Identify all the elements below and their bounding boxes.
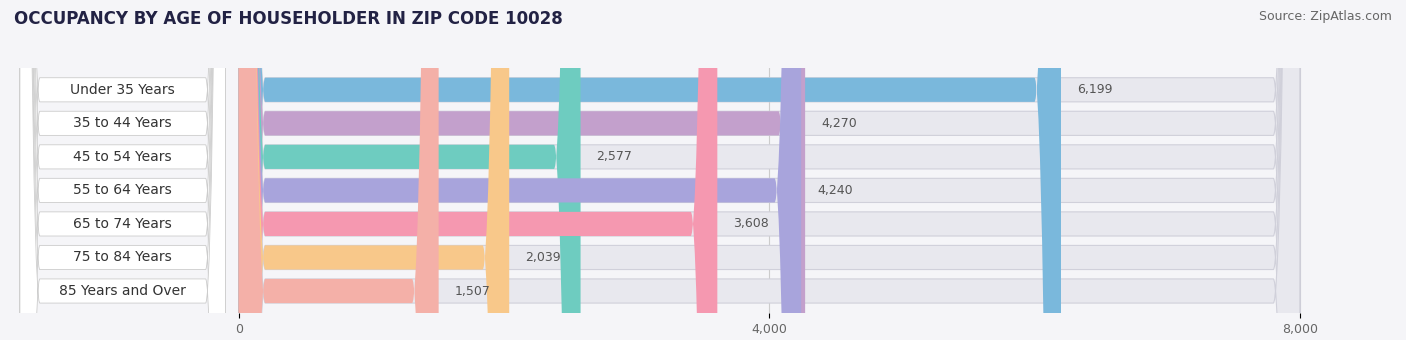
FancyBboxPatch shape xyxy=(239,0,801,340)
FancyBboxPatch shape xyxy=(239,0,509,340)
FancyBboxPatch shape xyxy=(20,0,225,340)
FancyBboxPatch shape xyxy=(239,0,1301,340)
FancyBboxPatch shape xyxy=(20,0,225,340)
Text: Under 35 Years: Under 35 Years xyxy=(70,83,176,97)
FancyBboxPatch shape xyxy=(239,0,1301,340)
FancyBboxPatch shape xyxy=(239,0,1062,340)
Text: 45 to 54 Years: 45 to 54 Years xyxy=(73,150,172,164)
FancyBboxPatch shape xyxy=(239,0,1301,340)
Text: 55 to 64 Years: 55 to 64 Years xyxy=(73,183,172,198)
Text: 2,577: 2,577 xyxy=(596,150,633,163)
Text: 65 to 74 Years: 65 to 74 Years xyxy=(73,217,172,231)
Text: 35 to 44 Years: 35 to 44 Years xyxy=(73,116,172,130)
FancyBboxPatch shape xyxy=(20,0,225,340)
Text: 85 Years and Over: 85 Years and Over xyxy=(59,284,186,298)
Text: 4,240: 4,240 xyxy=(817,184,852,197)
FancyBboxPatch shape xyxy=(239,0,1301,340)
FancyBboxPatch shape xyxy=(239,0,581,340)
Text: 4,270: 4,270 xyxy=(821,117,856,130)
FancyBboxPatch shape xyxy=(20,0,225,340)
FancyBboxPatch shape xyxy=(239,0,439,340)
Text: Source: ZipAtlas.com: Source: ZipAtlas.com xyxy=(1258,10,1392,23)
Text: 3,608: 3,608 xyxy=(734,218,769,231)
Text: OCCUPANCY BY AGE OF HOUSEHOLDER IN ZIP CODE 10028: OCCUPANCY BY AGE OF HOUSEHOLDER IN ZIP C… xyxy=(14,10,562,28)
FancyBboxPatch shape xyxy=(239,0,806,340)
FancyBboxPatch shape xyxy=(20,0,225,340)
FancyBboxPatch shape xyxy=(20,0,225,340)
Text: 6,199: 6,199 xyxy=(1077,83,1112,96)
FancyBboxPatch shape xyxy=(239,0,1301,340)
FancyBboxPatch shape xyxy=(239,0,1301,340)
Text: 2,039: 2,039 xyxy=(524,251,561,264)
Text: 75 to 84 Years: 75 to 84 Years xyxy=(73,251,172,265)
FancyBboxPatch shape xyxy=(239,0,717,340)
Text: 1,507: 1,507 xyxy=(454,285,491,298)
FancyBboxPatch shape xyxy=(20,0,225,340)
FancyBboxPatch shape xyxy=(239,0,1301,340)
